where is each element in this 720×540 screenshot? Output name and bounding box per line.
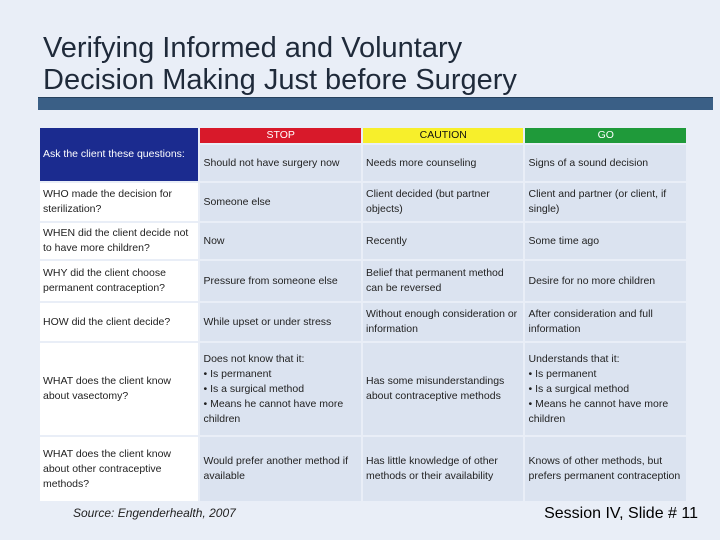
cell-text-line: WHY did the client choose permanent cont…	[43, 267, 166, 294]
cell-text-line: Client decided (but partner objects)	[365, 188, 490, 215]
slide-number: Session IV, Slide # 11	[544, 505, 698, 522]
decision-table: Ask the client these questions: STOP CAU…	[38, 126, 688, 503]
cell-text-line: Has little knowledge of other methods or…	[365, 455, 498, 482]
stop-cell: While upset or under stress	[200, 303, 361, 341]
stop-cell: Pressure from someone else	[200, 261, 361, 301]
question-cell: WHY did the client choose permanent cont…	[40, 261, 199, 301]
cell-text-line: While upset or under stress	[203, 315, 332, 328]
header-row: Ask the client these questions: STOP CAU…	[40, 128, 686, 181]
go-cell: Desire for no more children	[525, 261, 686, 301]
cell-text-line: Without enough consideration or informat…	[365, 308, 518, 335]
cell-text-line: Would prefer another method if available	[203, 455, 349, 482]
caution-cell: Has some misunderstandings about contrac…	[362, 343, 524, 435]
go-subheader: Signs of a sound decision	[525, 145, 686, 181]
cell-text-line: • Means he cannot have more children	[203, 397, 344, 425]
caution-cell: Recently	[362, 223, 524, 259]
title-rule	[38, 97, 713, 110]
caution-cell: Belief that permanent method can be reve…	[362, 261, 524, 301]
cell-text-line: HOW did the client decide?	[43, 315, 171, 328]
go-cell: Knows of other methods, but prefers perm…	[525, 437, 686, 501]
cell-text-line: • Is permanent	[528, 367, 597, 380]
table-row: HOW did the client decide? While upset or…	[40, 303, 686, 341]
slide-title: Verifying Informed and Voluntary Decisio…	[43, 32, 683, 96]
stop-subheader: Should not have surgery now	[200, 145, 361, 181]
caution-subheader: Needs more counseling	[362, 145, 524, 181]
table-row: WHEN did the client decide not to have m…	[40, 223, 686, 259]
cell-text-line: Now	[203, 234, 225, 247]
cell-text-line: Some time ago	[528, 234, 600, 247]
stop-cell: Does not know that it: • Is permanent • Is…	[200, 343, 361, 435]
go-cell: Client and partner (or client, if single…	[525, 183, 686, 221]
ask-header-cell: Ask the client these questions:	[40, 128, 199, 181]
table-row: WHAT does the client know about other co…	[40, 437, 686, 501]
cell-text-line: Does not know that it:	[203, 352, 305, 365]
caution-cell: Has little knowledge of other methods or…	[362, 437, 524, 501]
question-cell: WHAT does the client know about vasectom…	[40, 343, 199, 435]
cell-text-line: • Means he cannot have more children	[528, 397, 669, 425]
cell-text-line: Desire for no more children	[528, 274, 656, 287]
caution-cell: Client decided (but partner objects)	[362, 183, 524, 221]
cell-text-line: Has some misunderstandings about contrac…	[365, 375, 505, 402]
cell-text-line: Belief that permanent method can be reve…	[365, 267, 504, 294]
cell-text-line: Recently	[365, 234, 407, 247]
cell-text-line: Someone else	[203, 195, 271, 208]
go-cell: After consideration and full information	[525, 303, 686, 341]
cell-text-line: • Is permanent	[203, 367, 272, 380]
cell-text-line: Pressure from someone else	[203, 274, 338, 287]
go-cell: Some time ago	[525, 223, 686, 259]
subheader-row: Should not have surgery now Needs more c…	[40, 145, 686, 181]
stop-header: STOP	[200, 128, 361, 143]
cell-text-line: • Is a surgical method	[528, 382, 630, 395]
slide-title-line-1: Verifying Informed and Voluntary	[43, 32, 463, 64]
cell-text-line: Knows of other methods, but prefers perm…	[528, 455, 681, 482]
question-cell: WHEN did the client decide not to have m…	[40, 223, 199, 259]
caution-header: CAUTION	[362, 128, 524, 143]
table-row: WHY did the client choose permanent cont…	[40, 261, 686, 301]
cell-text-line: Understands that it:	[528, 352, 620, 365]
go-cell: Understands that it: • Is permanent • Is a…	[525, 343, 686, 435]
cell-text-line: • Is a surgical method	[203, 382, 305, 395]
question-cell: WHO made the decision for sterilization?	[40, 183, 199, 221]
cell-text-line: WHAT does the client know about other co…	[43, 447, 171, 490]
table-row: WHAT does the client know about vasectom…	[40, 343, 686, 435]
stop-cell: Now	[200, 223, 361, 259]
go-header: GO	[525, 128, 686, 143]
table-body: WHO made the decision for sterilization?…	[40, 183, 686, 501]
table-row: WHO made the decision for sterilization?…	[40, 183, 686, 221]
source-note: Source: Engenderhealth, 2007	[73, 506, 236, 520]
cell-text-line: WHO made the decision for sterilization?	[43, 188, 172, 215]
stop-cell: Someone else	[200, 183, 361, 221]
cell-text-line: Client and partner (or client, if single…	[528, 188, 667, 215]
question-cell: HOW did the client decide?	[40, 303, 199, 341]
cell-text-line: WHEN did the client decide not to have m…	[43, 227, 189, 254]
caution-cell: Without enough consideration or informat…	[362, 303, 524, 341]
slide-title-line-2: Decision Making Just before Surgery	[43, 64, 517, 96]
stop-cell: Would prefer another method if available	[200, 437, 361, 501]
cell-text-line: WHAT does the client know about vasectom…	[43, 375, 171, 402]
cell-text-line: After consideration and full information	[528, 308, 653, 335]
question-cell: WHAT does the client know about other co…	[40, 437, 199, 501]
